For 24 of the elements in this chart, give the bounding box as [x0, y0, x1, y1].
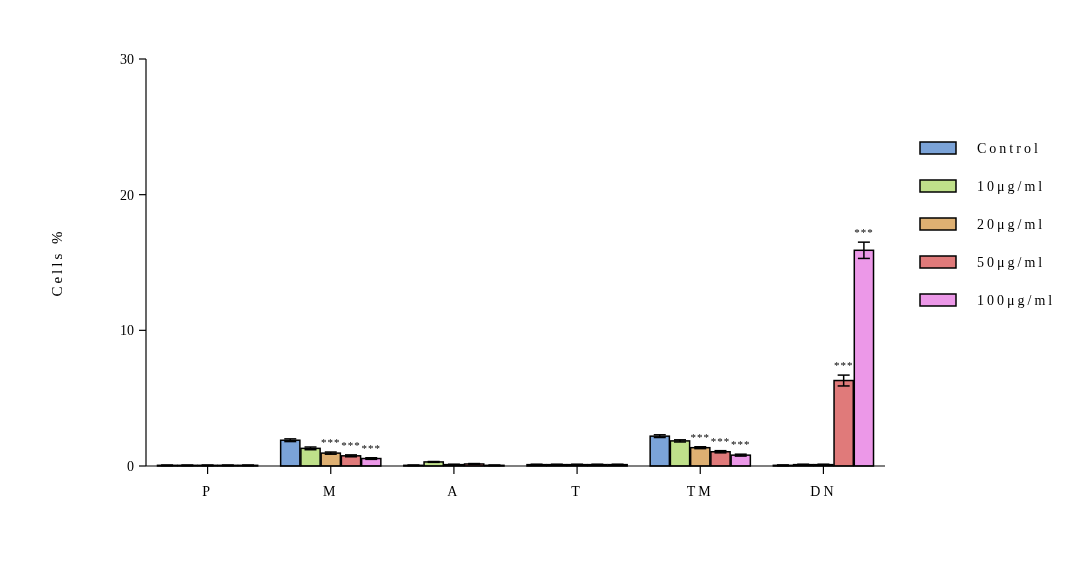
- x-tick-label: TM: [686, 484, 714, 499]
- annotation: ***: [361, 441, 381, 454]
- annotation: ***: [690, 430, 710, 443]
- x-tick-label: M: [323, 484, 339, 499]
- x-tick-label: A: [447, 484, 461, 499]
- y-tick-label: 0: [127, 458, 134, 474]
- legend-label: 10μg/ml: [977, 178, 1046, 194]
- x-tick-label: DN: [810, 484, 837, 499]
- y-tick-label: 30: [120, 51, 134, 67]
- y-tick-label: 10: [120, 323, 134, 339]
- annotation: ***: [321, 436, 341, 449]
- y-tick-label: 20: [120, 187, 134, 203]
- annotation: ***: [833, 359, 854, 372]
- legend-label: 20μg/ml: [977, 216, 1046, 232]
- annotation: ***: [730, 438, 751, 451]
- annotation: ***: [854, 226, 874, 239]
- y-axis-title: Cells %: [49, 228, 65, 297]
- annotation: ***: [341, 438, 361, 451]
- legend-label: 100μg/ml: [977, 292, 1056, 308]
- x-tick-label: T: [571, 484, 583, 499]
- x-tick-label: P: [202, 484, 213, 499]
- annotation: ***: [710, 434, 731, 447]
- legend-label: 50μg/ml: [977, 254, 1046, 270]
- legend-label: Control: [977, 140, 1041, 156]
